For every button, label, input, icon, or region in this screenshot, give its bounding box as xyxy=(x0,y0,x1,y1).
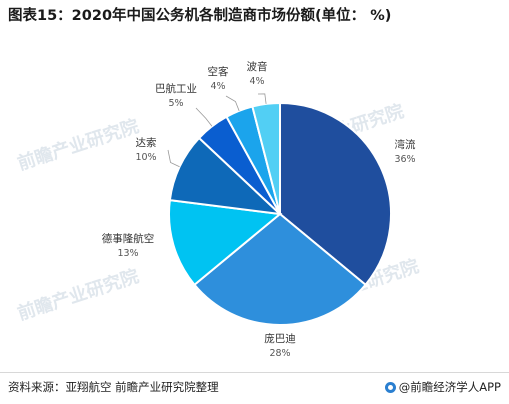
slice-label-name: 巴航工业 xyxy=(155,82,197,95)
leader-line xyxy=(195,107,213,127)
pie-slice-2 xyxy=(193,212,367,326)
brand-text: @前瞻经济学人APP xyxy=(398,380,501,394)
slice-label-name: 波音 xyxy=(247,60,268,73)
slice-label-value: 10% xyxy=(135,152,156,163)
pie-slices xyxy=(168,101,392,326)
slice-label-name: 达索 xyxy=(136,136,157,149)
leader-line xyxy=(257,93,267,104)
leader-lines xyxy=(167,93,267,168)
slice-label-name: 庞巴迪 xyxy=(264,332,296,345)
leader-line xyxy=(167,149,180,168)
brand-logo-icon xyxy=(384,381,396,393)
slice-label-value: 13% xyxy=(117,248,138,259)
pie-slice-1 xyxy=(279,101,392,287)
watermark-text: 前瞻产业研究院 xyxy=(15,115,142,175)
source-note: 资料来源：亚翔航空 前瞻产业研究院整理 xyxy=(8,380,219,394)
pie-slice-3 xyxy=(168,198,283,287)
slice-label-name: 德事隆航空 xyxy=(102,232,155,245)
pie-chart: 前瞻产业研究院前瞻产业研究院前瞻产业研究院前瞻产业研究院 湾流36%庞巴迪28%… xyxy=(15,60,422,359)
watermark-text: 前瞻产业研究院 xyxy=(15,265,142,325)
slice-label-value: 4% xyxy=(249,76,264,87)
chart-title: 图表15：2020年中国公务机各制造商市场份额(单位： %) xyxy=(8,8,392,24)
slice-labels: 湾流 36% 庞巴迪 28% 德事隆航空 13% 达索 10% 巴航工业 5% 空客 4% 波音 4% xyxy=(102,60,416,359)
slice-label-name: 湾流 xyxy=(395,138,416,151)
slice-label-value: 28% xyxy=(269,348,290,359)
footer: 资料来源：亚翔航空 前瞻产业研究院整理 @前瞻经济学人APP xyxy=(0,372,509,404)
slice-label-value: 4% xyxy=(210,81,225,92)
slice-label-name: 空客 xyxy=(208,65,229,78)
slice-label-value: 5% xyxy=(168,98,183,109)
leader-line xyxy=(225,95,240,111)
brand-credit: @前瞻经济学人APP xyxy=(384,379,501,395)
slice-label-value: 36% xyxy=(394,154,415,165)
